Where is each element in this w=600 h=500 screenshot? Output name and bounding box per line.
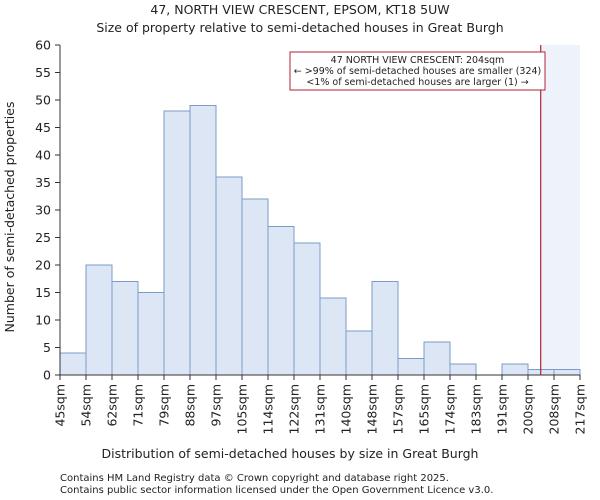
- bar-88sqm: [189, 105, 217, 376]
- y-axis-label: Number of semi-detached properties: [2, 102, 17, 333]
- bar-62sqm: [111, 281, 139, 376]
- x-tick-label-45sqm: 45sqm: [53, 384, 68, 427]
- y-tick-label-25: 25: [35, 230, 51, 245]
- x-tick-label-54sqm: 54sqm: [79, 384, 94, 427]
- bar-148sqm: [371, 281, 399, 376]
- y-tick-label-10: 10: [35, 313, 51, 328]
- x-tick-label-191sqm: 191sqm: [495, 384, 510, 434]
- y-tick-label-0: 0: [43, 368, 51, 383]
- bar-140sqm: [345, 330, 373, 376]
- x-tick-label-79sqm: 79sqm: [157, 384, 172, 427]
- x-tick-label-165sqm: 165sqm: [417, 384, 432, 434]
- bar-208sqm: [553, 369, 581, 376]
- bar-71sqm: [137, 292, 165, 376]
- y-tick-label-55: 55: [35, 65, 51, 80]
- x-tick-label-88sqm: 88sqm: [183, 384, 198, 427]
- bar-54sqm: [85, 264, 113, 376]
- x-tick-label-200sqm: 200sqm: [521, 384, 536, 434]
- x-axis-label: Distribution of semi-detached houses by …: [102, 446, 479, 461]
- annotation-line-2: ← >99% of semi-detached houses are small…: [294, 66, 542, 77]
- y-tick-label-30: 30: [35, 203, 51, 218]
- x-tick-label-114sqm: 114sqm: [261, 384, 276, 434]
- bar-97sqm: [215, 176, 243, 376]
- annotation-box: [289, 51, 546, 91]
- bar-45sqm: [59, 352, 87, 376]
- bar-174sqm: [449, 363, 477, 376]
- y-tick-label-15: 15: [35, 285, 51, 300]
- chart-title: 47, NORTH VIEW CRESCENT, EPSOM, KT18 5UW: [150, 2, 449, 17]
- x-tick-label-122sqm: 122sqm: [287, 384, 302, 434]
- highlight-region: [540, 45, 580, 375]
- bar-165sqm: [423, 341, 451, 376]
- x-tick-label-183sqm: 183sqm: [469, 384, 484, 434]
- bar-157sqm: [397, 358, 425, 376]
- y-tick-label-40: 40: [35, 148, 51, 163]
- bar-79sqm: [163, 110, 191, 376]
- x-tick-label-148sqm: 148sqm: [365, 384, 380, 434]
- footer-line-1: Contains HM Land Registry data © Crown c…: [60, 473, 449, 484]
- bar-105sqm: [241, 198, 269, 376]
- y-tick-label-20: 20: [35, 258, 51, 273]
- x-tick-label-131sqm: 131sqm: [313, 384, 328, 434]
- footer-line-2: Contains public sector information licen…: [60, 485, 493, 496]
- x-tick-label-217sqm: 217sqm: [573, 384, 588, 434]
- bar-114sqm: [267, 226, 295, 376]
- x-tick-label-105sqm: 105sqm: [235, 384, 250, 434]
- y-tick-label-60: 60: [35, 38, 51, 53]
- bar-131sqm: [319, 297, 347, 376]
- y-tick-label-35: 35: [35, 175, 51, 190]
- annotation-line-3: <1% of semi-detached houses are larger (…: [306, 77, 528, 88]
- x-tick-label-157sqm: 157sqm: [391, 384, 406, 434]
- annotation-line-1: 47 NORTH VIEW CRESCENT: 204sqm: [331, 55, 505, 66]
- x-tick-label-62sqm: 62sqm: [105, 384, 120, 427]
- x-tick-label-174sqm: 174sqm: [443, 384, 458, 434]
- y-tick-label-5: 5: [43, 340, 51, 355]
- bar-191sqm: [501, 363, 529, 376]
- y-tick-label-50: 50: [35, 93, 51, 108]
- x-tick-label-208sqm: 208sqm: [547, 384, 562, 434]
- chart-subtitle: Size of property relative to semi-detach…: [96, 20, 503, 35]
- x-tick-label-97sqm: 97sqm: [209, 384, 224, 427]
- y-tick-label-45: 45: [35, 120, 51, 135]
- x-tick-label-71sqm: 71sqm: [131, 384, 146, 427]
- bar-122sqm: [293, 242, 321, 376]
- x-tick-label-140sqm: 140sqm: [339, 384, 354, 434]
- plot-area: 0 5 10 15 20 25 30 35 40 45 50 55 60 45sqm 54sqm 62sqm 7…: [35, 38, 587, 435]
